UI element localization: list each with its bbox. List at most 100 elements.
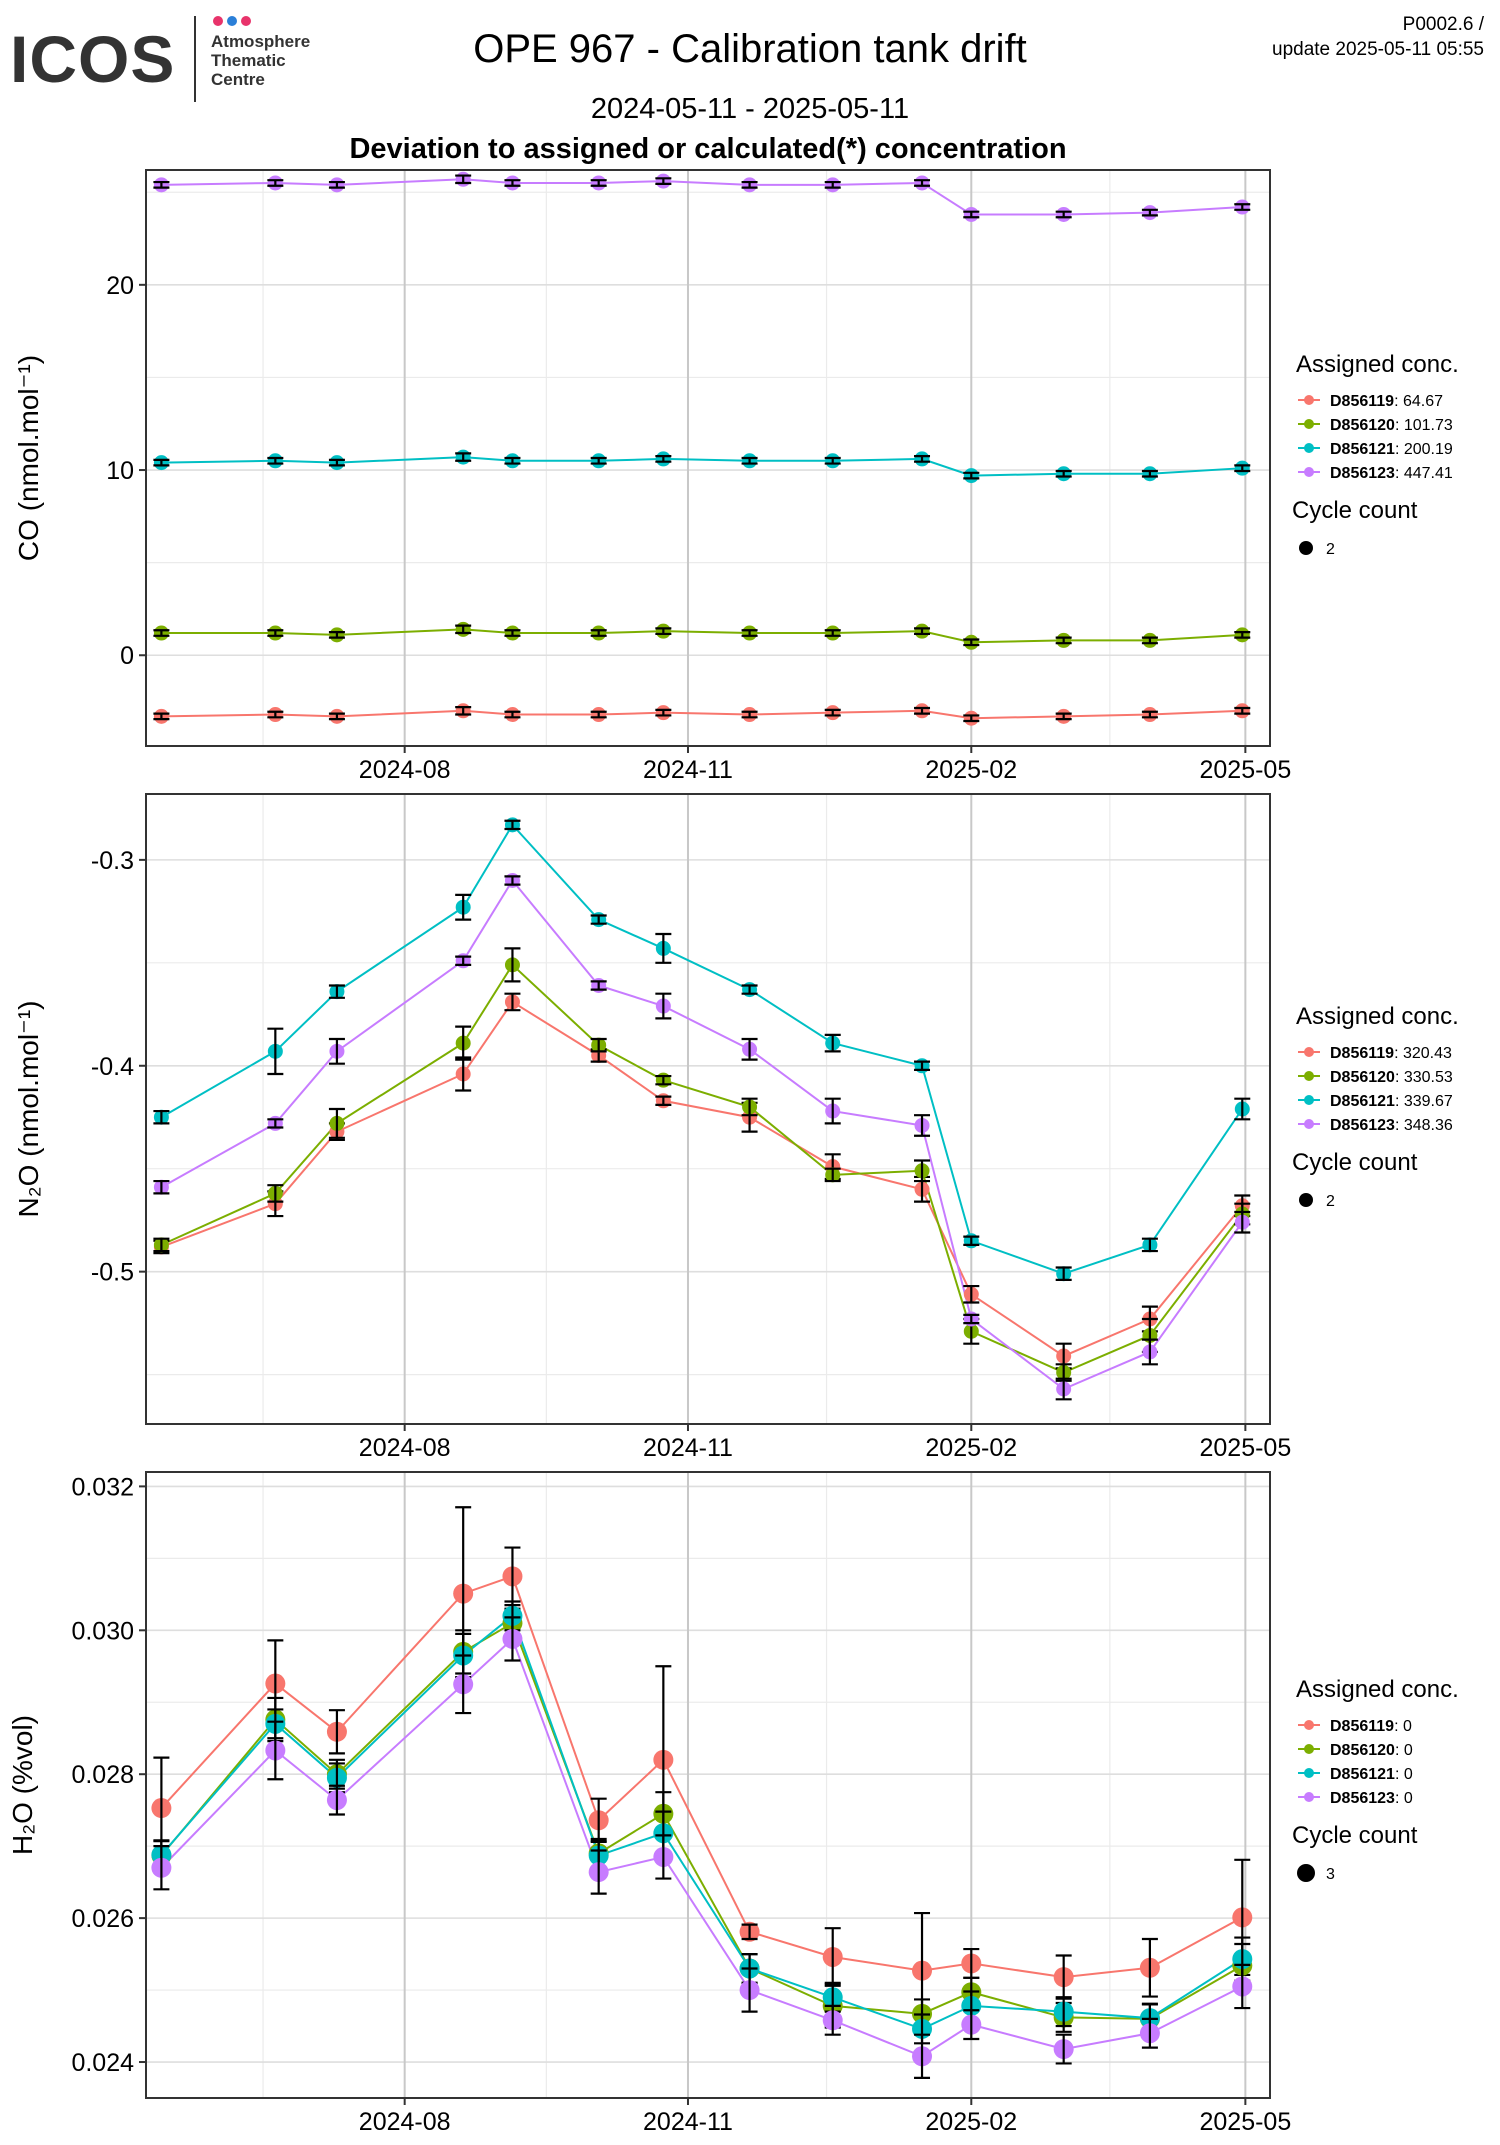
error-bar [963,471,980,480]
error-bar [455,624,472,635]
error-bar [1234,630,1251,639]
error-bar [914,1114,931,1137]
x-tick-label: 2025-05 [1199,756,1291,784]
error-bar [328,712,345,721]
x-tick-label: 2025-05 [1199,2108,1291,2136]
error-bar [963,638,980,647]
series-line-D856121 [160,823,1244,1275]
legend-cycle-key [1299,541,1313,555]
error-bar [1055,1996,1072,2028]
legend-title: Assigned conc. [1296,1003,1459,1030]
error-bar [267,179,284,187]
legend-tank-id: D856123 [1330,1790,1395,1807]
x-tick-label: 2024-08 [359,1434,451,1462]
error-bar [1055,1377,1072,1401]
error-bar [963,1313,980,1325]
legend-label: D856123: 447.41 [1330,465,1453,482]
plot-background [146,1472,1270,2098]
legend-assigned-value: : 200.19 [1395,441,1453,458]
error-bar [153,180,170,189]
series-line-D856119 [161,1000,1244,1358]
legend-label: D856120: 0 [1330,1742,1413,1759]
series-D856121 [153,817,1251,1282]
legend-item-D856120: D856120: 101.73 [1298,417,1453,434]
legend-item-D856123: D856123: 348.36 [1298,1117,1453,1134]
series-D856123 [153,872,1251,1401]
error-bar [153,1179,170,1195]
error-bar [655,932,672,964]
error-bar [328,1709,345,1755]
legend-item-D856119: D856119: 0 [1298,1718,1412,1735]
y-tick-label: 20 [106,272,134,300]
series-line-D856123 [160,878,1244,1391]
series-D856119 [153,703,1251,726]
error-bar [590,914,607,925]
series-line-D856121 [161,456,1243,477]
legend-key-point [1304,467,1314,477]
series-line-D856120 [160,963,1244,1374]
error-bar [590,1037,607,1053]
error-bar [153,1237,170,1253]
logo-divider [194,16,196,102]
legend-cycle-value: 2 [1326,1193,1335,1210]
legend-cycle-value: 2 [1326,541,1335,558]
legend-tank-id: D856121 [1330,1766,1395,1783]
error-bar [267,629,284,637]
legend-item-D856123: D856123: 447.41 [1298,465,1453,482]
error-bar [267,1027,284,1076]
error-bar [963,2009,980,2041]
legend-tank-id: D856123 [1330,1117,1395,1134]
error-bar [590,1849,607,1895]
series-line-D856123 [161,178,1243,216]
legend-item-D856119: D856119: 320.43 [1298,1045,1452,1062]
error-bar [455,452,472,462]
icos-logo: ICOS Atmosphere Thematic Centre [10,16,310,102]
y-tick-label: -0.4 [91,1053,134,1081]
error-bar [1055,210,1072,219]
legend-key-point [1304,1119,1314,1129]
error-bar [504,1616,521,1662]
series-lines [161,178,1243,720]
legend-title: Assigned conc. [1296,351,1459,378]
x-tick-label: 2025-05 [1199,1434,1291,1462]
legend-assigned-value: : 64.67 [1394,393,1443,410]
error-bar [741,1097,758,1117]
error-bar [655,177,672,185]
error-bar [267,1118,284,1129]
y-tick-label: -0.5 [91,1259,134,1287]
error-bar [741,629,758,637]
error-bar [455,955,472,966]
chart-subtitle: Deviation to assigned or calculated(*) c… [349,133,1066,165]
series-D856123 [151,1616,1253,2079]
error-bar [914,627,931,636]
legend-key-point [1304,1792,1314,1802]
plot-frame [145,169,1271,747]
legend-item-D856120: D856120: 330.53 [1298,1069,1453,1086]
logo-subtitle-line-3: Centre [211,70,265,89]
legend: Assigned conc. D856119: 64.67 D856120: 101… [1292,351,1459,558]
error-bar [1234,1097,1251,1121]
error-bar [504,179,521,187]
error-bar [504,819,521,831]
series-line-D856119 [161,709,1243,720]
error-bar [1055,1266,1072,1281]
error-bar [824,1097,841,1125]
error-bar [1234,706,1251,715]
error-bar [741,1923,758,1941]
series-lines [160,823,1244,1391]
x-tick-label: 2024-11 [643,1434,733,1462]
error-bar [741,456,758,465]
error-bar [1234,1963,1251,2010]
legend-item-D856121: D856121: 200.19 [1298,441,1453,458]
error-bar [1141,1937,1158,1998]
series-D856123 [153,171,1251,222]
legend-tank-id: D856120 [1330,417,1395,434]
error-bar [328,1037,345,1065]
error-bar [153,1845,170,1891]
error-bar [741,1967,758,2013]
n2o-panel: -0.5 -0.4 -0.3 2024-08 2024-11 2025-02 2025-05… [13,793,1459,1462]
error-bar [741,710,758,719]
error-bar [914,1060,931,1071]
